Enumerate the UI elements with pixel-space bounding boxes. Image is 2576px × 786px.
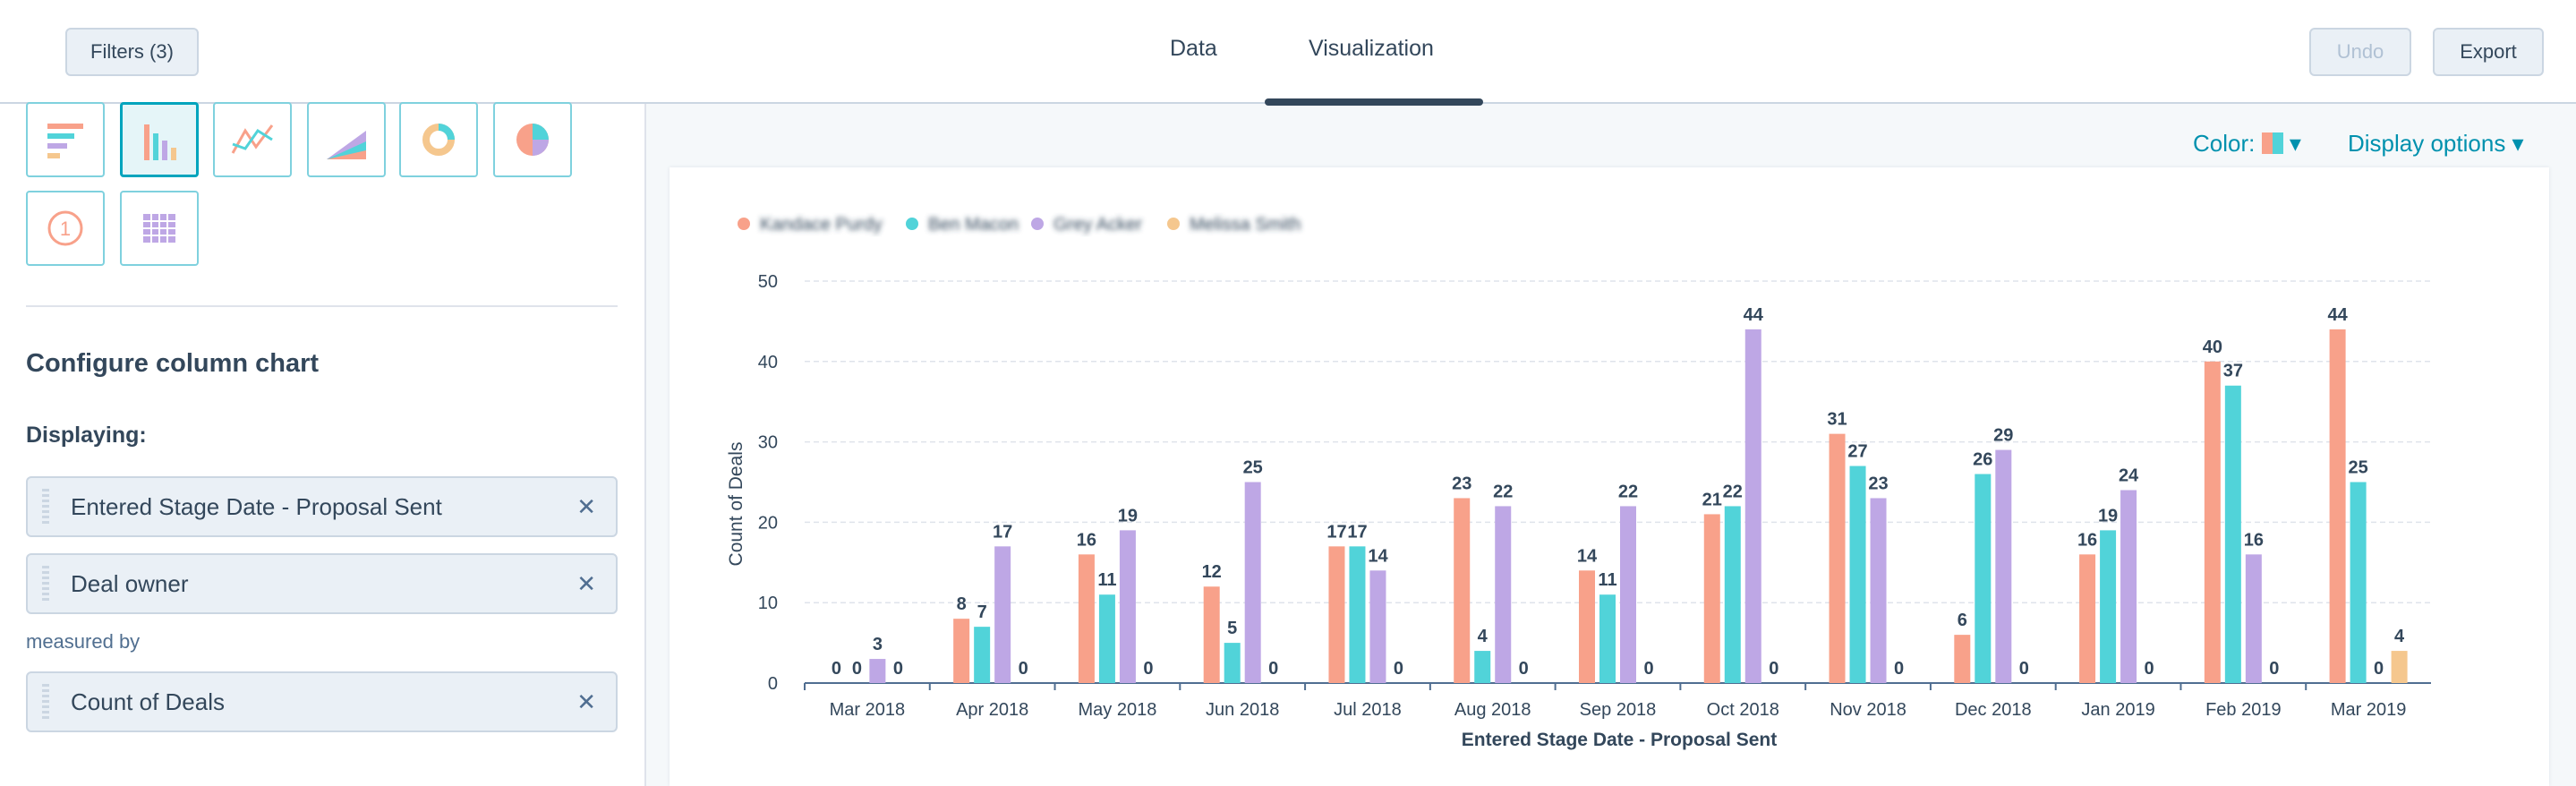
line-icon[interactable] — [213, 102, 292, 177]
icon: 1 — [47, 210, 83, 246]
swatch — [2261, 132, 2283, 154]
number-icon[interactable]: 1 — [26, 191, 105, 266]
icon — [231, 124, 274, 154]
icon-label: 1 — [60, 218, 71, 240]
chart-card — [670, 167, 2549, 786]
icon — [143, 214, 175, 243]
icon — [144, 124, 176, 160]
area-icon[interactable] — [307, 102, 386, 177]
label: Displaying: — [26, 423, 147, 448]
pill-label: Entered Stage Date - Proposal Sent — [71, 492, 442, 520]
label: Color: — [2193, 130, 2256, 157]
sidebar: 1 Configure column chart Displaying: Ent… — [0, 102, 646, 786]
column-icon[interactable] — [120, 102, 199, 177]
bar-icon[interactable] — [26, 102, 105, 177]
color-picker[interactable]: Color: ▾ — [2193, 130, 2301, 157]
donut-icon[interactable] — [399, 102, 478, 177]
pie-icon[interactable] — [493, 102, 572, 177]
divider — [26, 305, 618, 307]
pill[interactable]: Entered Stage Date - Proposal Sent ✕ — [26, 476, 618, 537]
icon — [47, 124, 83, 158]
pill-label: Deal owner — [71, 569, 189, 597]
undo-button[interactable]: Undo — [2309, 28, 2411, 76]
tab-underline — [1265, 98, 1483, 106]
tab[interactable]: Data — [1170, 36, 1217, 61]
label: measured by — [26, 630, 141, 653]
display-options[interactable]: Display options ▾ — [2348, 130, 2524, 157]
export-button[interactable]: Export — [2433, 28, 2544, 76]
table-icon[interactable] — [120, 191, 199, 266]
icon — [516, 124, 549, 156]
icon — [422, 124, 455, 156]
tab[interactable]: Visualization — [1309, 36, 1434, 61]
pill[interactable]: Count of Deals ✕ — [26, 671, 618, 732]
pill[interactable]: Deal owner ✕ — [26, 553, 618, 614]
pill-label: Count of Deals — [71, 688, 225, 715]
section-title: Configure column chart — [26, 349, 320, 378]
icon — [327, 131, 366, 159]
filters-button[interactable]: Filters (3) — [65, 28, 199, 76]
label: Display options — [2348, 130, 2506, 157]
top-bar: Filters (3) Data Visualization Undo Expo… — [0, 0, 2576, 106]
